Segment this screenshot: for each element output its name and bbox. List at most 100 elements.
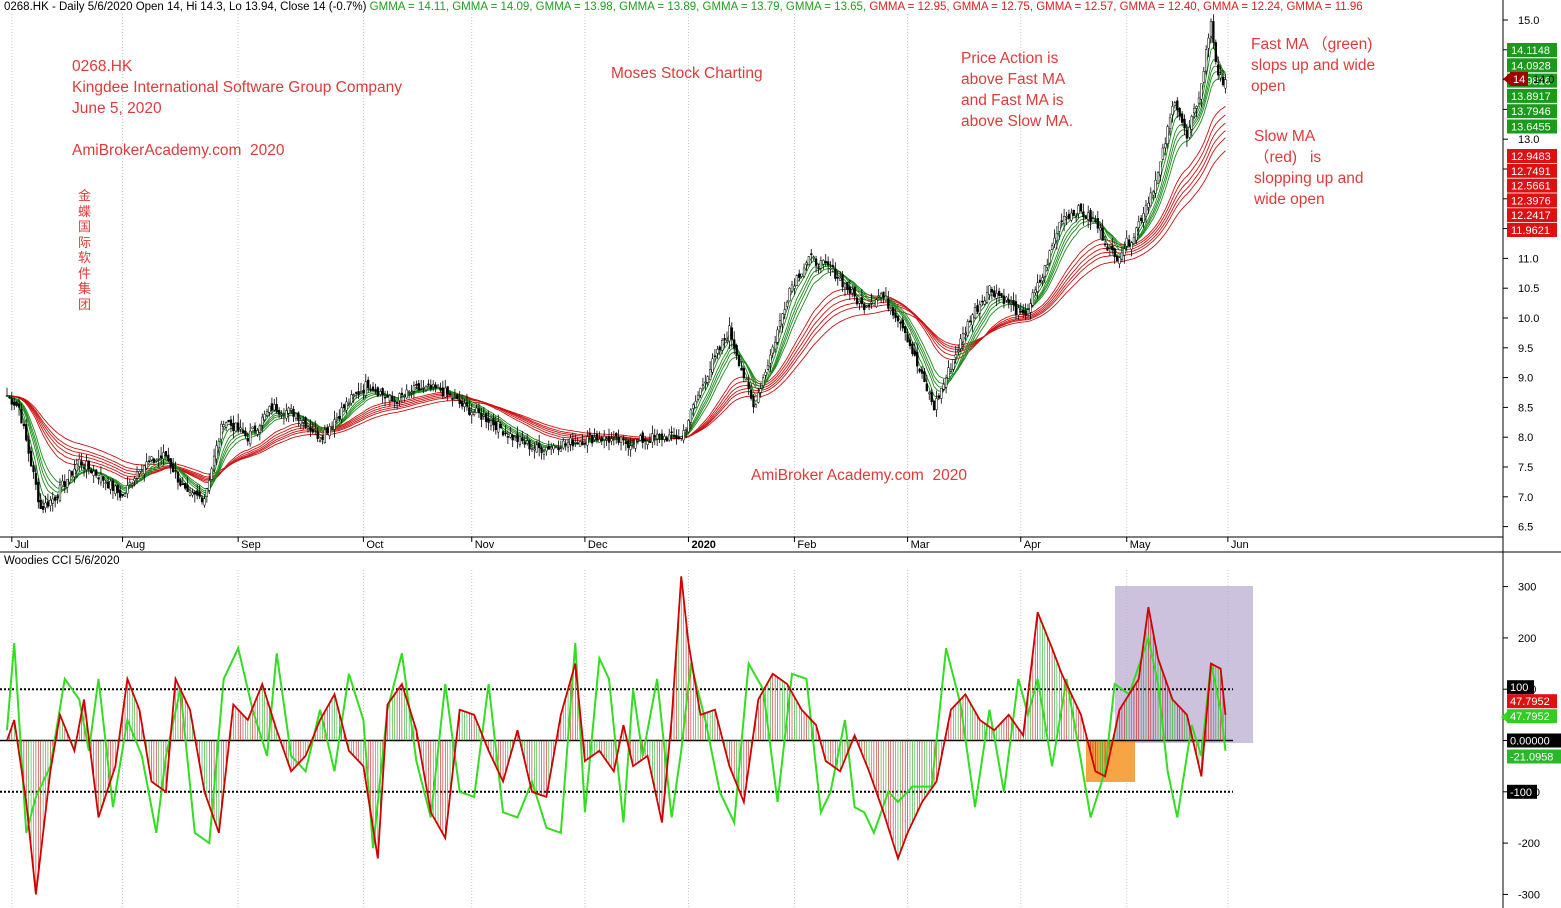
candle-body	[1142, 213, 1145, 223]
slow-ma-label-bg	[1507, 178, 1557, 193]
candle-body	[716, 348, 719, 354]
candle-body	[985, 292, 989, 303]
candle-body	[552, 445, 555, 450]
candle-body	[682, 430, 685, 441]
candle-body	[1002, 295, 1006, 304]
candle-body	[906, 334, 909, 343]
candle-body	[1005, 296, 1008, 301]
candle-body	[954, 354, 957, 358]
candle-body	[470, 412, 473, 416]
slow-ma-label-bg	[1507, 163, 1557, 178]
candle-body	[966, 321, 969, 336]
y-tick-label: 8.0	[1518, 432, 1533, 444]
candle-body	[176, 471, 180, 483]
candle-body	[708, 369, 712, 381]
candle-body	[959, 338, 962, 349]
candle-body	[1219, 74, 1222, 79]
candle-body	[220, 423, 223, 440]
slow-ma-label-bg	[1507, 149, 1557, 163]
candle-body	[831, 265, 835, 267]
candle-body	[976, 305, 979, 312]
candle-body	[172, 463, 175, 473]
fast-ma-label: 13.6455	[1511, 122, 1551, 134]
candle-body	[846, 281, 849, 290]
candle-body	[670, 431, 673, 434]
candle-body	[990, 289, 994, 293]
candle-body	[538, 442, 541, 449]
price-action-note: Price Action is above Fast MA and Fast M…	[961, 50, 1073, 130]
candle-body	[1091, 218, 1095, 223]
candle-body	[993, 290, 996, 297]
candle-body	[277, 410, 281, 415]
candle-body	[150, 456, 153, 461]
candle-body	[289, 408, 293, 411]
candle-body	[162, 452, 165, 460]
fast-ma-label: 14.0928	[1511, 60, 1551, 72]
candle-body	[316, 431, 319, 439]
candle-body	[497, 421, 500, 433]
candle-body	[1000, 293, 1003, 297]
candle-body	[1022, 309, 1025, 314]
cci-zero-label-bg	[1507, 733, 1561, 748]
candle-body	[44, 502, 47, 509]
candle-body	[227, 419, 230, 423]
candle-body	[843, 283, 847, 289]
candle-body	[648, 441, 652, 443]
candle-body	[212, 455, 216, 467]
candle-body	[721, 340, 724, 351]
candle-body	[901, 319, 904, 329]
candle-body	[949, 369, 953, 372]
candle-body	[1017, 307, 1020, 316]
candle-body	[417, 383, 420, 391]
candle-body	[855, 297, 859, 305]
candle-body	[280, 414, 283, 416]
candle-body	[889, 308, 892, 312]
candle-body	[85, 460, 88, 471]
candle-body	[588, 432, 591, 436]
candle-body	[872, 303, 876, 306]
candle-body	[90, 469, 93, 474]
candle-body	[126, 485, 129, 494]
candle-body	[82, 467, 86, 469]
candle-body	[1009, 302, 1013, 305]
candle-body	[807, 256, 811, 265]
candle-body	[152, 458, 156, 463]
candle-body	[116, 484, 119, 493]
candle-body	[1217, 64, 1220, 76]
candle-body	[188, 491, 192, 496]
candle-body	[17, 403, 21, 408]
candle-body	[359, 391, 363, 394]
x-tick-label: Oct	[366, 539, 383, 551]
candle-body	[285, 410, 288, 419]
candle-body	[624, 441, 628, 444]
candle-body	[446, 386, 449, 395]
candle-body	[781, 313, 784, 325]
candle-body	[347, 402, 351, 405]
candle-body	[518, 436, 522, 445]
candle-body	[810, 253, 813, 255]
purple-highlight-box	[1115, 586, 1253, 743]
candle-body	[790, 284, 794, 292]
candle-body	[961, 333, 965, 343]
candle-body	[140, 470, 143, 473]
candle-body	[251, 426, 254, 430]
candle-body	[932, 401, 936, 411]
candle-body	[631, 445, 635, 448]
candle-body	[302, 420, 305, 423]
candle-body	[882, 291, 885, 298]
candle-body	[542, 450, 546, 455]
candle-body	[475, 407, 478, 413]
candle-body	[925, 383, 929, 392]
candle-body	[603, 435, 606, 441]
candle-body	[978, 303, 981, 314]
candle-body	[566, 441, 570, 448]
candle-body	[1029, 303, 1032, 313]
candle-body	[723, 338, 726, 341]
candle-body	[834, 268, 837, 279]
gmma-values: GMMA = 14.11, GMMA = 14.09, GMMA = 13.98…	[370, 1, 1363, 13]
candle-body	[742, 368, 745, 379]
candle-body	[70, 471, 74, 476]
candle-body	[952, 359, 955, 370]
candle-body	[829, 268, 832, 270]
candle-body	[15, 401, 18, 406]
